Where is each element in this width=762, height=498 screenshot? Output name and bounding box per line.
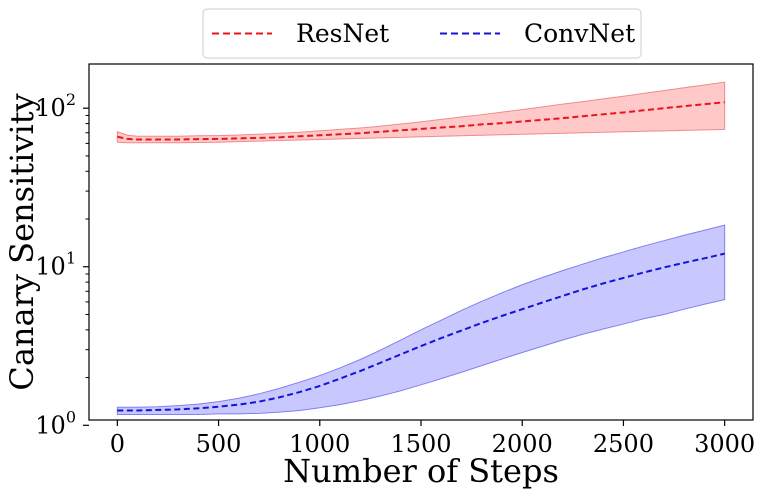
x-tick-label: 3000 <box>694 430 755 458</box>
y-axis-label: Canary Sensitivity <box>3 93 41 390</box>
legend: ResNet ConvNet <box>202 8 642 59</box>
plot-frame <box>88 63 754 421</box>
resnet-mean-line <box>117 101 725 141</box>
x-tick-label: 2500 <box>593 430 654 458</box>
convnet-confidence-band <box>116 224 726 415</box>
x-tick-label: 1000 <box>289 430 350 458</box>
x-tick-label: 2000 <box>492 430 553 458</box>
x-tick-label: 0 <box>110 430 125 458</box>
resnet-confidence-band <box>116 81 726 144</box>
legend-label-convnet: ConvNet <box>524 19 635 48</box>
x-tick-label: 1500 <box>390 430 451 458</box>
y-tick-label: 100 <box>35 407 76 439</box>
convnet-mean-line <box>117 252 725 412</box>
x-tick-label: 500 <box>196 430 242 458</box>
plot-area <box>116 81 726 415</box>
y-tick-label: 102 <box>35 90 76 122</box>
legend-frame <box>202 8 642 59</box>
y-tick-label: 101 <box>35 249 76 281</box>
y-axis-ticks: 100 101 102 <box>35 90 89 439</box>
x-axis-ticks: 0 500 1000 1500 2000 2500 3000 <box>110 420 755 458</box>
legend-label-resnet: ResNet <box>296 19 389 48</box>
series-layer <box>116 81 726 415</box>
x-axis-label: Number of Steps <box>283 452 559 490</box>
